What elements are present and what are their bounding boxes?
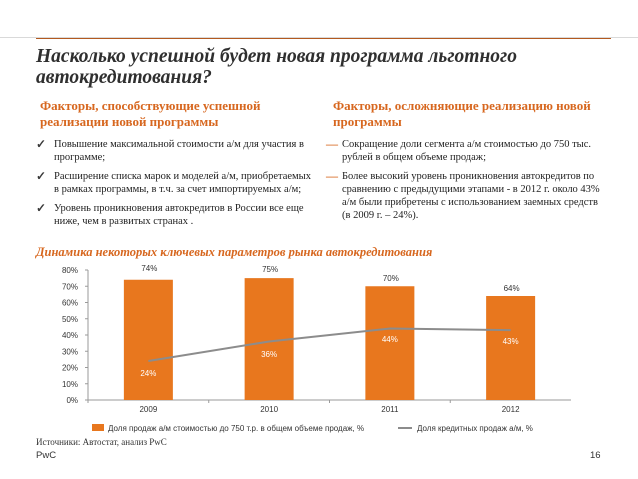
bar-value-label: 64% [504,284,520,293]
list-item: — Более высокий уровень проникновения авт… [324,170,609,222]
y-tick-label: 40% [62,331,78,340]
checkmark-icon: ✓ [36,137,47,151]
right-column-heading: Факторы, осложняющие реализацию новой пр… [333,98,591,129]
bar-value-label: 75% [262,265,278,274]
legend-label: Доля продаж а/м стоимостью до 750 т.р. в… [108,424,364,433]
list-item-text: Уровень проникновения автокредитов в Рос… [54,203,304,227]
list-item: ✓ Расширение списка марок и моделей а/м, … [36,170,318,196]
bar-value-label: 70% [383,274,399,283]
line-series [148,327,511,362]
list-item: — Сокращение доли сегмента а/м стоимостью… [324,138,609,164]
y-tick-label: 20% [62,364,78,373]
y-tick-label: 0% [66,396,78,405]
line-value-label: 24% [140,369,156,378]
y-tick-label: 10% [62,380,78,389]
bar [365,286,415,400]
list-item: ✓ Повышение максимальной стоимости а/м дл… [36,138,318,164]
list-item: ✓ Уровень проникновения автокредитов в Ро… [36,202,318,228]
page-number: 16 [590,450,601,461]
line-value-label: 36% [261,350,277,359]
y-tick-label: 60% [62,299,78,308]
list-item-text: Расширение списка марок и моделей а/м, п… [54,171,311,195]
left-factor-list: ✓ Повышение максимальной стоимости а/м дл… [36,138,318,234]
bar-value-label: 74% [141,264,157,273]
right-factor-list: — Сокращение доли сегмента а/м стоимостью… [324,138,609,228]
brand-label: PwC [36,450,57,461]
list-item-text: Более высокий уровень проникновения авто… [342,171,600,221]
x-tick-label: 2012 [502,405,520,414]
chart-title: Динамика некоторых ключевых параметров р… [36,245,433,259]
list-item-text: Повышение максимальной стоимости а/м для… [54,139,304,163]
left-column-heading: Факторы, способствующие успешной реализа… [40,98,261,129]
x-tick-label: 2011 [381,405,399,414]
checkmark-icon: ✓ [36,201,47,215]
line-value-label: 44% [382,335,398,344]
x-tick-label: 2010 [260,405,278,414]
slide-title: Насколько успешной будет новая программа… [36,46,517,88]
bar [244,278,294,400]
bar [123,279,173,400]
source-note: Источники: Автостат, анализ PwC [36,437,167,447]
legend-swatch-bar [92,424,104,431]
header-accent-rule [36,38,611,39]
header-rule [0,37,638,38]
x-tick-label: 2009 [139,405,157,414]
y-tick-label: 30% [62,347,78,356]
dash-icon: — [326,169,338,183]
dash-icon: — [326,137,338,151]
checkmark-icon: ✓ [36,169,47,183]
list-item-text: Сокращение доли сегмента а/м стоимостью … [342,139,592,163]
y-tick-label: 50% [62,315,78,324]
legend-label: Доля кредитных продаж а/м, % [417,424,533,433]
bar [486,296,536,400]
y-tick-label: 70% [62,282,78,291]
y-tick-label: 80% [62,266,78,275]
line-value-label: 43% [503,337,519,346]
